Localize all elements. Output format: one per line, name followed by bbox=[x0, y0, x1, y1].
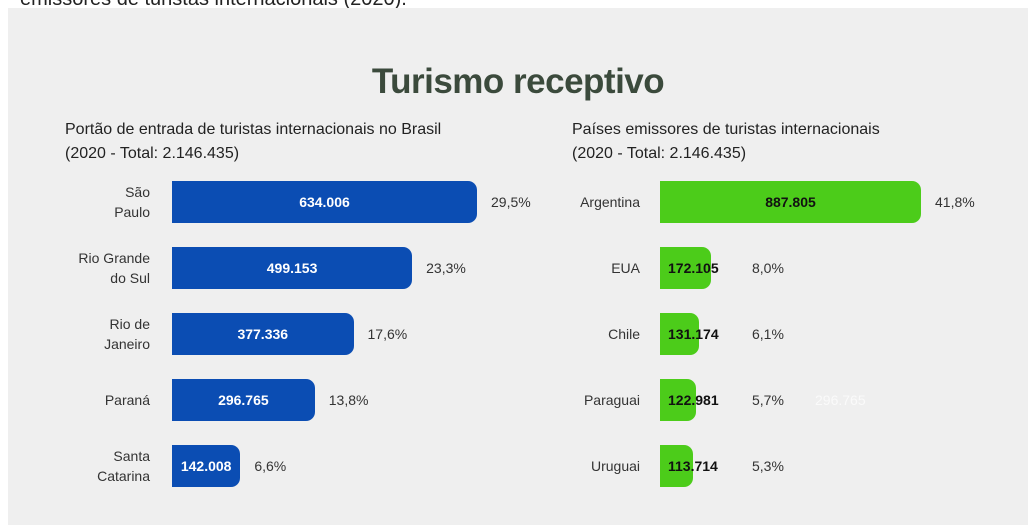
value-label: 113.714 bbox=[668, 458, 718, 474]
value-label: 142.008 bbox=[180, 458, 232, 474]
bar bbox=[660, 181, 921, 223]
category-label: Chile bbox=[608, 326, 640, 342]
value-label: 122.981 bbox=[668, 392, 719, 408]
share-label: 17,6% bbox=[367, 326, 408, 342]
share-label: 23,3% bbox=[426, 260, 466, 276]
value-label: 172.105 bbox=[668, 260, 719, 276]
subtitle: Portão de entrada de turistas internacio… bbox=[65, 121, 442, 162]
category-label: Rio de Janeiro bbox=[104, 316, 150, 352]
value-label: 377.336 bbox=[237, 326, 289, 342]
category-label: Santa Catarina bbox=[97, 448, 150, 484]
bar bbox=[660, 313, 699, 355]
bar bbox=[660, 247, 711, 289]
value-label: 296.765 bbox=[218, 392, 269, 408]
category-label: Paraná bbox=[104, 392, 150, 408]
category-label: Paraguai bbox=[583, 392, 640, 408]
bar bbox=[172, 181, 477, 223]
annotation: 296.765 bbox=[815, 392, 866, 408]
value-label: 634.006 bbox=[299, 194, 350, 210]
bar bbox=[660, 445, 694, 487]
value-label: 131.174 bbox=[668, 326, 719, 342]
category-label: Rio Grande do Sul bbox=[78, 250, 150, 286]
share-label: 5,3% bbox=[752, 458, 784, 474]
share-label: 13,8% bbox=[328, 392, 369, 408]
caption-fragment: emissores de turistas internacionais (20… bbox=[20, 0, 407, 11]
subtitle: Países emissores de turistas internacion… bbox=[572, 121, 880, 162]
share-label: 8,0% bbox=[752, 260, 784, 276]
share-label: 41,8% bbox=[935, 194, 975, 210]
category-label: EUA bbox=[611, 260, 640, 276]
title: Turismo receptivo bbox=[371, 62, 665, 101]
share-label: 6,1% bbox=[752, 326, 784, 342]
category-label: Argentina bbox=[580, 194, 640, 210]
bar bbox=[660, 379, 697, 421]
share-label: 6,6% bbox=[254, 458, 287, 474]
value-label: 499.153 bbox=[266, 260, 318, 276]
bar bbox=[172, 247, 413, 289]
category-label: Uruguai bbox=[590, 458, 640, 474]
bar bbox=[172, 313, 354, 355]
bar bbox=[172, 445, 241, 487]
share-label: 29,5% bbox=[491, 194, 531, 210]
category-label: São Paulo bbox=[114, 184, 150, 220]
value-label: 887.805 bbox=[765, 194, 816, 210]
share-label: 5,7% bbox=[752, 392, 784, 408]
bar bbox=[172, 379, 315, 421]
